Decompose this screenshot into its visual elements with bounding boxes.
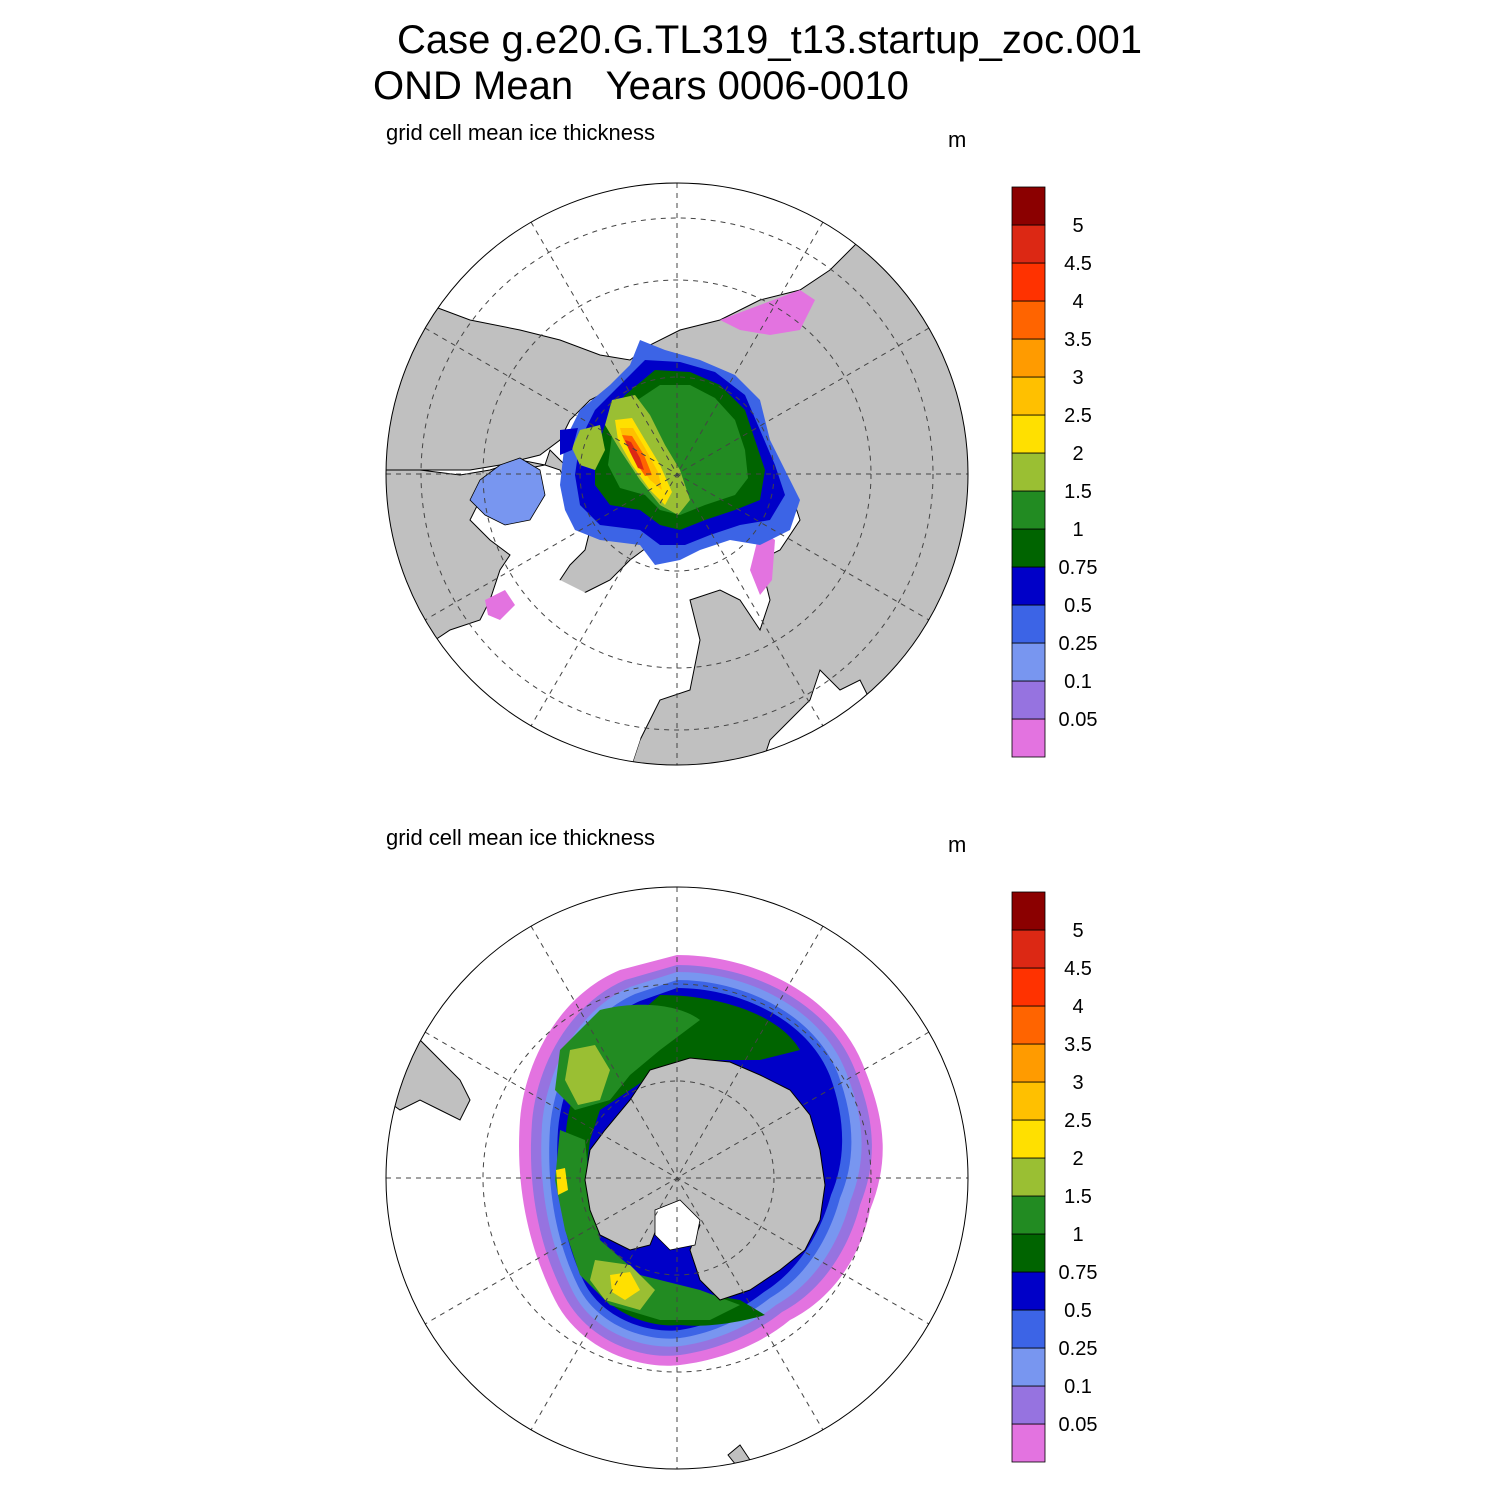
south-colorbar-box	[1011, 1385, 1046, 1425]
north-polar-map	[385, 182, 969, 766]
north-colorbar-box	[1011, 452, 1046, 492]
south-colorbar-box	[1011, 1043, 1046, 1083]
north-colorbar-tick-label: 0.05	[1059, 709, 1098, 731]
south-colorbar-box	[1011, 1271, 1046, 1311]
north-colorbar-box	[1011, 224, 1046, 264]
south-colorbar-tick-label: 0.05	[1059, 1414, 1098, 1436]
south-colorbar-box	[1011, 891, 1046, 931]
north-colorbar-box	[1011, 566, 1046, 606]
hudson-bay	[469, 457, 546, 526]
south-colorbar-tick-label: 2	[1072, 1148, 1083, 1170]
south-colorbar-tick-label: 1	[1072, 1224, 1083, 1246]
south-map-border	[385, 886, 969, 1470]
figure-title-period: OND Mean Years 0006-0010	[373, 64, 909, 108]
south-colorbar-box	[1011, 929, 1046, 969]
south-colorbar-box	[1011, 1081, 1046, 1121]
north-panel-variable-label: grid cell mean ice thickness	[386, 120, 656, 145]
south-colorbar-tick-label: 3.5	[1064, 1034, 1092, 1056]
north-colorbar-tick-label: 5	[1072, 215, 1083, 237]
ice-band-450	[625, 440, 644, 470]
north-colorbar-tick-label: 1.5	[1064, 481, 1092, 503]
south-colorbar-tick-label: 0.5	[1064, 1300, 1092, 1322]
land-antarctica	[584, 1057, 826, 1301]
ice-archipelago	[572, 425, 605, 470]
south-colorbar-tick-label: 3	[1072, 1072, 1083, 1094]
north-colorbar-tick-label: 3.5	[1064, 329, 1092, 351]
north-colorbar-tick-label: 4.5	[1064, 253, 1092, 275]
south-colorbar-tick-label: 4.5	[1064, 958, 1092, 980]
south-panel-units: m	[948, 832, 967, 857]
north-colorbar-tick-label: 0.5	[1064, 595, 1092, 617]
north-colorbar-tick-label: 3	[1072, 367, 1083, 389]
south-colorbar-tick-label: 0.1	[1064, 1376, 1092, 1398]
south-colorbar-box	[1011, 1195, 1046, 1235]
north-colorbar-box	[1011, 338, 1046, 378]
north-colorbar-tick-label: 2.5	[1064, 405, 1092, 427]
north-colorbar-tick-label: 1	[1072, 519, 1083, 541]
south-colorbar-box	[1011, 1157, 1046, 1197]
south-colorbar-box	[1011, 1309, 1046, 1349]
south-colorbar-tick-label: 4	[1072, 996, 1083, 1018]
ice-peninsula-250	[556, 1168, 568, 1195]
north-colorbar-box	[1011, 414, 1046, 454]
south-colorbar-box	[1011, 1005, 1046, 1045]
colorbar-south: 0.05 0.1 0.25 0.5 0.75 1 1.5 2 2.5 3 3.5 4 4.5 5	[1011, 891, 1098, 1463]
land-eurasia	[386, 183, 968, 765]
ice-archipelago-blue	[560, 428, 578, 455]
north-colorbar-box	[1011, 490, 1046, 530]
ice-weddell-250	[610, 1272, 640, 1300]
south-colorbar-tick-label: 0.25	[1059, 1338, 1098, 1360]
south-colorbar-box	[1011, 1347, 1046, 1387]
south-colorbar-tick-label: 2.5	[1064, 1110, 1092, 1132]
north-colorbar-tick-label: 4	[1072, 291, 1083, 313]
north-colorbar-tick-label: 2	[1072, 443, 1083, 465]
south-colorbar-tick-label: 0.75	[1059, 1262, 1098, 1284]
ice-margin-thin-west	[485, 590, 515, 620]
south-colorbar-box	[1011, 1423, 1046, 1463]
north-colorbar-box	[1011, 604, 1046, 644]
ross-ice-shelf	[654, 1199, 701, 1251]
ice-ross-200	[565, 1045, 610, 1105]
north-colorbar-tick-label: 0.25	[1059, 633, 1098, 655]
south-panel-variable-label: grid cell mean ice thickness	[386, 825, 656, 850]
ice-margin-thin	[720, 290, 815, 335]
north-colorbar-box	[1011, 718, 1046, 758]
colorbar-north: 0.05 0.1 0.25 0.5 0.75 1 1.5 2 2.5 3 3.5 4 4.5 5	[1011, 186, 1098, 758]
north-colorbar-box	[1011, 376, 1046, 416]
north-map-border	[385, 182, 969, 766]
south-colorbar-tick-label: 5	[1072, 920, 1083, 942]
north-colorbar-tick-label: 0.1	[1064, 671, 1092, 693]
north-colorbar-tick-label: 0.75	[1059, 557, 1098, 579]
south-colorbar-box	[1011, 967, 1046, 1007]
north-colorbar-box	[1011, 300, 1046, 340]
south-colorbar-box	[1011, 1233, 1046, 1273]
south-graticule	[386, 887, 968, 1469]
north-colorbar-box	[1011, 262, 1046, 302]
south-polar-map	[385, 886, 969, 1470]
figure-title-case: Case g.e20.G.TL319_t13.startup_zoc.001	[397, 18, 1142, 62]
north-graticule	[386, 183, 968, 765]
north-colorbar-box	[1011, 642, 1046, 682]
south-colorbar-tick-label: 1.5	[1064, 1186, 1092, 1208]
north-colorbar-box	[1011, 680, 1046, 720]
ice-margin-thin-east	[750, 530, 775, 595]
north-colorbar-box	[1011, 528, 1046, 568]
north-panel-units: m	[948, 127, 967, 152]
south-colorbar-box	[1011, 1119, 1046, 1159]
north-colorbar-box	[1011, 186, 1046, 226]
